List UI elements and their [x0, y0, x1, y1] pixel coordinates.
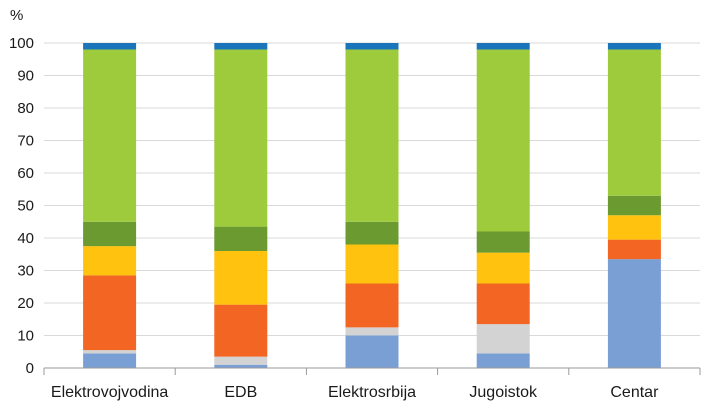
y-axis-ticks: 0 10 20 30 40 50 60 70 80 90 100 [9, 35, 34, 377]
y-tick-label-70: 70 [17, 133, 34, 150]
bar-segment-4-7 [476, 43, 530, 50]
bar-segment-1-6 [83, 49, 137, 222]
bar-segment-2-1 [214, 364, 268, 368]
bar-segment-3-1 [345, 335, 399, 368]
bar-segment-4-1 [476, 353, 530, 368]
y-tick-label-20: 20 [17, 295, 34, 312]
x-category-label-4: Jugoistok [469, 384, 538, 401]
bar-segment-2-6 [214, 49, 268, 227]
x-axis-category-labels: Elektrovojvodina EDB Elektrosrbija Jugoisto… [51, 384, 659, 401]
y-axis-unit-label: % [10, 7, 23, 24]
y-tick-label-60: 60 [17, 165, 34, 182]
bar-segment-3-6 [345, 49, 399, 222]
bar-segment-2-2 [214, 356, 268, 365]
bar-stack-3 [345, 43, 399, 368]
bar-segment-3-3 [345, 283, 399, 328]
y-tick-label-80: 80 [17, 100, 34, 117]
bar-segment-5-3 [607, 239, 661, 260]
bar-segment-4-3 [476, 283, 530, 325]
bar-stack-5 [607, 43, 661, 368]
bar-stacks [83, 43, 661, 368]
x-category-label-2: EDB [224, 384, 257, 401]
bar-segment-4-5 [476, 231, 530, 253]
bar-segment-5-5 [607, 195, 661, 216]
bar-segment-1-5 [83, 221, 137, 247]
bar-segment-1-1 [83, 353, 137, 368]
bar-segment-5-1 [607, 259, 661, 368]
x-category-label-1: Elektrovojvodina [51, 384, 169, 401]
bar-segment-1-4 [83, 246, 137, 276]
bar-segment-2-7 [214, 43, 268, 50]
y-tick-label-10: 10 [17, 328, 34, 345]
bar-segment-1-3 [83, 275, 137, 351]
x-category-label-3: Elektrosrbija [328, 384, 416, 401]
bar-segment-3-5 [345, 221, 399, 245]
y-tick-label-40: 40 [17, 230, 34, 247]
bar-segment-2-4 [214, 251, 268, 305]
x-axis-ticks [43, 368, 701, 375]
bar-segment-1-7 [83, 43, 137, 50]
bar-stack-1 [83, 43, 137, 368]
bar-segment-2-3 [214, 304, 268, 357]
bar-segment-2-5 [214, 226, 268, 251]
y-tick-label-0: 0 [26, 360, 34, 377]
x-category-label-5: Centar [610, 384, 659, 401]
bar-segment-3-7 [345, 43, 399, 50]
bar-segment-4-6 [476, 49, 530, 232]
y-tick-label-90: 90 [17, 68, 34, 85]
bar-segment-3-2 [345, 327, 399, 336]
y-tick-label-100: 100 [9, 35, 34, 52]
bar-segment-5-4 [607, 215, 661, 240]
bar-segment-3-4 [345, 244, 399, 284]
bar-stack-4 [476, 43, 530, 368]
bar-segment-5-7 [607, 43, 661, 50]
bar-segment-4-2 [476, 324, 530, 354]
bar-segment-1-2 [83, 350, 137, 354]
y-tick-label-30: 30 [17, 263, 34, 280]
y-tick-label-50: 50 [17, 198, 34, 215]
bar-segment-5-6 [607, 49, 661, 196]
bar-stack-2 [214, 43, 268, 368]
bar-segment-4-4 [476, 252, 530, 284]
